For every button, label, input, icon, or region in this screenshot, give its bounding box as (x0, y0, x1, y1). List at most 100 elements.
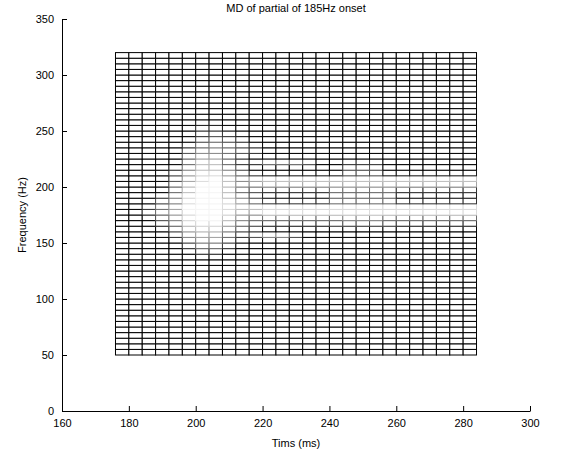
cell (115, 271, 128, 277)
cell (383, 299, 396, 305)
cell (209, 159, 222, 165)
cell (222, 310, 235, 316)
cell (236, 176, 249, 182)
cell (222, 198, 235, 204)
cell (410, 271, 423, 277)
cell (423, 226, 436, 232)
cell (142, 299, 155, 305)
cell (343, 209, 356, 215)
cell (156, 209, 169, 215)
cell (249, 293, 262, 299)
cell (329, 69, 342, 75)
cell (343, 282, 356, 288)
cell (169, 75, 182, 81)
cell (329, 81, 342, 87)
cell (450, 103, 463, 109)
cell (209, 109, 222, 115)
cell (370, 187, 383, 193)
cell (209, 349, 222, 355)
cell (450, 237, 463, 243)
cell (196, 344, 209, 350)
cell (169, 120, 182, 126)
cell (316, 142, 329, 148)
cell (383, 137, 396, 143)
cell (450, 114, 463, 120)
cell (276, 170, 289, 176)
cell (236, 215, 249, 221)
cell (436, 69, 449, 75)
cell (115, 120, 128, 126)
cell (222, 333, 235, 339)
cell (396, 198, 409, 204)
cell (316, 209, 329, 215)
cell (303, 64, 316, 70)
cell (249, 265, 262, 271)
cell (276, 125, 289, 131)
cell (182, 131, 195, 137)
cell (423, 75, 436, 81)
cell (316, 299, 329, 305)
cell (436, 215, 449, 221)
cell (436, 131, 449, 137)
cell (236, 131, 249, 137)
cell (129, 271, 142, 277)
cell (182, 254, 195, 260)
cell (115, 176, 128, 182)
cell (463, 327, 476, 333)
cell (289, 86, 302, 92)
cell (383, 221, 396, 227)
cell (129, 321, 142, 327)
cell (196, 226, 209, 232)
cell (249, 114, 262, 120)
cell (129, 293, 142, 299)
cell (156, 333, 169, 339)
cell (383, 86, 396, 92)
cell (450, 92, 463, 98)
cell (356, 215, 369, 221)
cell (410, 97, 423, 103)
cell (249, 344, 262, 350)
cell (463, 187, 476, 193)
cell (370, 204, 383, 210)
cell (169, 243, 182, 249)
cell (316, 75, 329, 81)
cell (263, 109, 276, 115)
cell (289, 64, 302, 70)
cell (289, 153, 302, 159)
cell (370, 159, 383, 165)
cell (249, 310, 262, 316)
cell (222, 97, 235, 103)
cell (303, 97, 316, 103)
cell (236, 109, 249, 115)
cell (356, 288, 369, 294)
cell (169, 176, 182, 182)
cell (169, 137, 182, 143)
cell (410, 170, 423, 176)
cell (276, 277, 289, 283)
cell (209, 75, 222, 81)
cell (450, 86, 463, 92)
cell (289, 243, 302, 249)
cell (209, 260, 222, 266)
cell (182, 120, 195, 126)
x-tick-mark (129, 406, 130, 411)
cell (129, 215, 142, 221)
cell (182, 125, 195, 131)
cell (249, 181, 262, 187)
cell (436, 327, 449, 333)
cell (129, 131, 142, 137)
cell (450, 265, 463, 271)
cell (316, 103, 329, 109)
cell (129, 159, 142, 165)
cell (356, 114, 369, 120)
cell (249, 299, 262, 305)
cell (343, 254, 356, 260)
cell (196, 260, 209, 266)
cell (263, 181, 276, 187)
cell (463, 209, 476, 215)
cell (142, 209, 155, 215)
cell (370, 109, 383, 115)
cell (316, 204, 329, 210)
cell (343, 198, 356, 204)
cell (356, 75, 369, 81)
